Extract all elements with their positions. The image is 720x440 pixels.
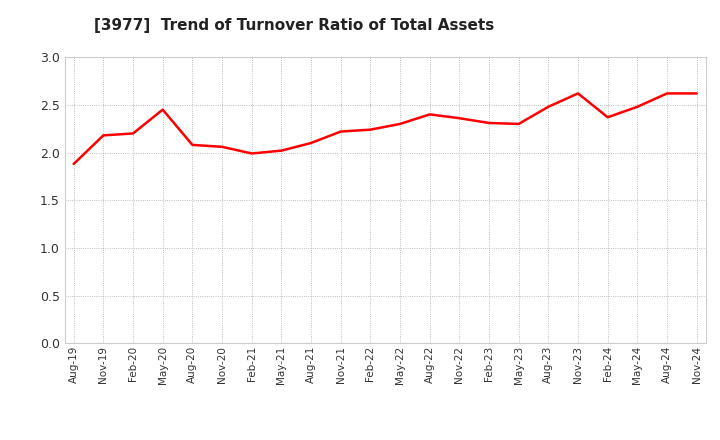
Text: [3977]  Trend of Turnover Ratio of Total Assets: [3977] Trend of Turnover Ratio of Total …	[94, 18, 494, 33]
